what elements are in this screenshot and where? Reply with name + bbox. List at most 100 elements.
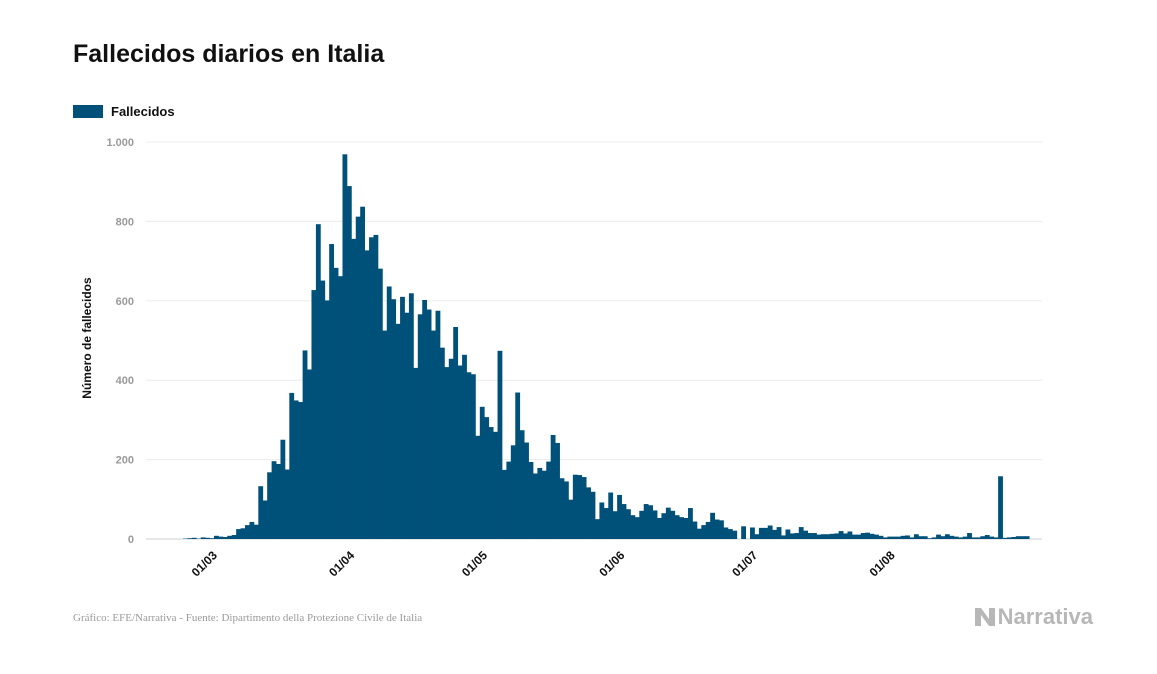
bar	[284, 469, 290, 539]
bar	[537, 467, 543, 539]
bar	[878, 535, 884, 539]
bar	[674, 515, 680, 539]
bar	[519, 430, 525, 539]
bar	[865, 532, 871, 539]
y-tick-label: 600	[116, 296, 134, 308]
bar	[688, 508, 693, 539]
bar	[732, 530, 738, 539]
bar	[750, 527, 755, 539]
bar	[913, 534, 919, 539]
bar	[488, 427, 494, 539]
y-axis-label: Número de fallecidos	[80, 277, 94, 399]
bar	[918, 536, 924, 539]
bar	[927, 538, 933, 539]
bar	[431, 330, 436, 539]
bar	[665, 507, 671, 539]
source-note: Gráfico: EFE/Narrativa - Fuente: Diparti…	[73, 612, 423, 624]
bar	[940, 536, 946, 539]
bar	[382, 330, 388, 539]
bar	[860, 533, 866, 539]
bar	[528, 461, 534, 539]
bar	[820, 534, 826, 539]
bar	[417, 314, 423, 539]
bar	[754, 534, 760, 539]
bar	[355, 216, 361, 539]
bar	[462, 354, 467, 539]
bar	[648, 505, 653, 539]
bar	[962, 536, 968, 539]
x-tick-label: 01/03	[189, 548, 220, 579]
bar	[785, 529, 791, 539]
brand-logo: Narrativa	[974, 604, 1093, 630]
bar	[692, 521, 698, 539]
bar	[1024, 536, 1030, 539]
bar	[763, 527, 769, 539]
bar	[249, 521, 255, 539]
bar	[909, 537, 915, 539]
bar	[922, 536, 928, 539]
bar	[900, 535, 906, 539]
bar	[435, 310, 441, 539]
bar	[984, 535, 990, 539]
y-tick-label: 0	[128, 534, 134, 546]
bar	[679, 517, 684, 539]
bar	[333, 267, 339, 539]
bar	[998, 476, 1003, 539]
bar	[497, 350, 503, 539]
bar	[758, 527, 764, 539]
bar	[506, 461, 512, 539]
x-axis: 01/03 01/04 01/05 01/06 01/07 01/08	[189, 548, 898, 579]
bar	[373, 234, 379, 539]
bar	[253, 524, 259, 539]
bar	[515, 392, 521, 539]
bar	[395, 323, 401, 539]
bar	[386, 286, 392, 539]
bar	[630, 515, 636, 539]
bar	[949, 535, 955, 539]
bar	[320, 280, 326, 539]
bar	[652, 510, 658, 539]
bar	[484, 417, 490, 539]
bar	[364, 250, 370, 539]
legend: Fallecidos	[73, 104, 175, 119]
bar	[599, 502, 605, 539]
y-tick-label: 400	[116, 375, 134, 387]
bar	[214, 535, 219, 539]
bar	[205, 537, 210, 539]
bar	[448, 358, 454, 539]
bar	[856, 534, 862, 539]
bar	[510, 445, 516, 539]
bar	[377, 268, 383, 539]
bar	[267, 472, 272, 539]
bar	[807, 533, 813, 539]
bar	[670, 510, 676, 539]
bar	[661, 513, 667, 539]
bar	[568, 499, 574, 539]
bar	[626, 509, 631, 539]
bar	[989, 536, 995, 539]
bar	[315, 224, 321, 539]
bar	[789, 533, 795, 539]
bar	[200, 537, 206, 539]
bar	[874, 534, 879, 539]
bar	[444, 367, 450, 539]
x-tick-label: 01/08	[867, 548, 898, 579]
bar	[772, 529, 778, 539]
bar	[426, 309, 432, 539]
bar	[586, 487, 591, 539]
bar	[501, 469, 507, 539]
legend-swatch	[73, 105, 103, 118]
bar	[413, 367, 419, 539]
bar	[346, 186, 352, 539]
bar	[896, 536, 902, 539]
bar	[307, 369, 312, 539]
y-tick-label: 800	[116, 216, 134, 228]
bar	[612, 511, 618, 539]
bar	[971, 537, 977, 539]
bar	[227, 535, 233, 539]
bar	[608, 492, 614, 539]
bar	[475, 435, 481, 539]
narrativa-logo-icon	[974, 608, 995, 626]
bar	[422, 300, 428, 539]
bar	[794, 533, 800, 539]
